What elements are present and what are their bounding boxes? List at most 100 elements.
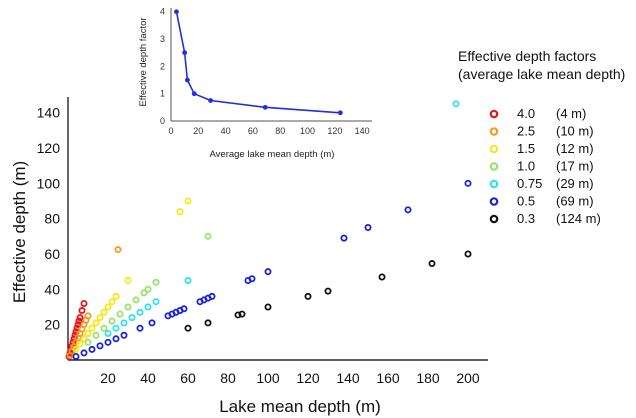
data-point xyxy=(104,338,112,346)
inset-data-point xyxy=(182,50,188,56)
legend-marker xyxy=(489,179,499,189)
inset-x-tick-label: 20 xyxy=(193,126,203,136)
data-point xyxy=(116,310,124,318)
data-point xyxy=(204,232,212,240)
inset-y-tick-label: 0 xyxy=(160,116,165,126)
inset-x-tick-label: 40 xyxy=(221,126,231,136)
data-point xyxy=(108,317,116,325)
legend-title-line1: Effective depth factors xyxy=(458,48,596,64)
data-point xyxy=(112,292,120,300)
data-point xyxy=(428,260,436,268)
data-point xyxy=(180,305,188,313)
legend-depth-label: (10 m) xyxy=(556,124,594,139)
inset-data-point xyxy=(184,77,190,83)
main-x-axis-label: Lake mean depth (m) xyxy=(219,397,381,416)
data-point xyxy=(124,276,132,284)
inset-y-ticks: 0 1 2 3 4 xyxy=(160,7,165,126)
data-point xyxy=(112,335,120,343)
main-x-tick-label: 140 xyxy=(336,370,360,386)
inset-y-tick-label: 3 xyxy=(160,34,165,44)
data-point xyxy=(92,331,100,339)
data-point xyxy=(104,303,112,311)
data-point xyxy=(84,338,92,346)
legend-title-line2: (average lake mean depth) xyxy=(458,66,625,82)
inset-x-tick-label: 120 xyxy=(327,126,342,136)
inset-series-line xyxy=(175,11,341,114)
main-x-tick-label: 100 xyxy=(256,370,280,386)
main-data-points xyxy=(65,100,472,360)
data-point xyxy=(96,342,104,350)
main-x-tick-label: 40 xyxy=(140,370,156,386)
legend-marker xyxy=(489,127,499,136)
data-point xyxy=(72,352,80,360)
inset-data-point xyxy=(174,9,179,15)
data-point xyxy=(304,292,312,300)
main-x-tick-label: 120 xyxy=(296,370,320,386)
inset-axes xyxy=(170,8,372,122)
inset-data-point xyxy=(191,91,197,97)
data-point xyxy=(464,250,472,258)
data-point xyxy=(136,324,144,332)
main-y-tick-label: 20 xyxy=(44,317,60,333)
inset-x-tick-label: 100 xyxy=(300,126,315,136)
legend-depth-label: (17 m) xyxy=(556,159,594,174)
data-point xyxy=(84,312,92,320)
data-point xyxy=(114,246,122,254)
data-point xyxy=(96,314,104,322)
legend-depth-label: (29 m) xyxy=(556,176,594,191)
inset-y-axis-label: Effective depth factor xyxy=(138,17,149,106)
data-point xyxy=(100,324,108,332)
data-point xyxy=(108,298,116,306)
main-x-tick-label: 20 xyxy=(100,370,116,386)
data-point xyxy=(92,319,100,327)
legend-marker xyxy=(489,144,499,154)
inset-x-tick-label: 80 xyxy=(275,126,285,136)
main-y-tick-label: 140 xyxy=(37,105,61,121)
legend-depth-label: (69 m) xyxy=(556,194,594,209)
main-x-tick-label: 200 xyxy=(456,370,480,386)
data-point xyxy=(104,329,112,337)
data-point xyxy=(152,298,160,306)
data-point xyxy=(144,303,152,311)
inset-x-tick-label: 0 xyxy=(168,126,173,136)
main-chart: 20 40 60 80 100 120 140 20 40 60 80 100 120 140 160 18… xyxy=(10,97,488,416)
legend-factor-label: 0.3 xyxy=(517,211,535,226)
inset-x-axis-label: Average lake mean depth (m) xyxy=(210,149,335,160)
data-point xyxy=(76,340,84,348)
data-point xyxy=(124,303,132,311)
inset-y-tick-label: 1 xyxy=(160,89,165,99)
data-point xyxy=(140,289,148,297)
data-point xyxy=(120,319,128,327)
data-point xyxy=(100,308,108,316)
data-point xyxy=(76,314,84,322)
legend-depth-label: (124 m) xyxy=(556,211,601,226)
legend-factor-label: 0.75 xyxy=(517,176,542,191)
data-point xyxy=(184,197,192,205)
data-point xyxy=(88,324,96,332)
legend-marker xyxy=(489,214,499,224)
main-y-tick-label: 80 xyxy=(44,211,60,227)
inset-x-ticks: 0 20 40 60 80 100 120 140 xyxy=(168,126,369,136)
data-point xyxy=(88,345,96,353)
data-point xyxy=(148,319,156,327)
data-point xyxy=(80,299,88,307)
legend-marker xyxy=(489,162,499,171)
legend-factor-label: 0.5 xyxy=(517,194,535,209)
legend-depth-label: (12 m) xyxy=(556,141,594,156)
legend-factor-label: 1.5 xyxy=(517,141,535,156)
main-x-tick-label: 80 xyxy=(220,370,236,386)
main-y-tick-label: 40 xyxy=(44,281,60,297)
legend-depth-label: (4 m) xyxy=(556,106,586,121)
data-point xyxy=(136,308,144,316)
data-point xyxy=(184,324,192,332)
data-point xyxy=(184,276,192,284)
inset-x-tick-label: 140 xyxy=(355,126,370,136)
inset-x-tick-label: 60 xyxy=(248,126,258,136)
legend-factor-label: 2.5 xyxy=(517,124,535,139)
main-x-ticks: 20 40 60 80 100 120 140 160 180 200 xyxy=(100,370,480,386)
main-x-tick-label: 160 xyxy=(376,370,400,386)
main-y-ticks: 20 40 60 80 100 120 140 xyxy=(37,105,61,333)
legend-factor-label: 1.0 xyxy=(517,159,535,174)
legend-items: 4.0 (4 m) 2.5 (10 m) 1.5 (12 m) 1.0 (17 m) 0.75 (… xyxy=(489,106,601,226)
